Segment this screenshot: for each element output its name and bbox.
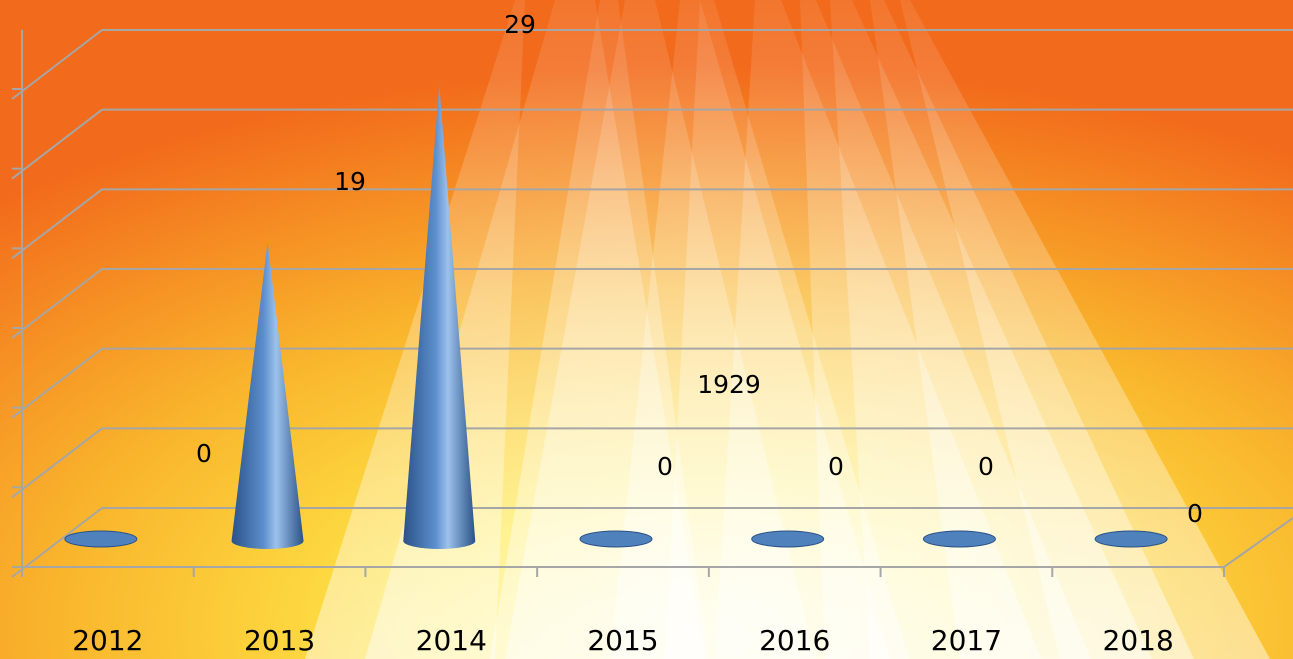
- bar-base: [64, 530, 138, 548]
- x-tick-label: 2017: [931, 624, 1002, 657]
- gridline-side: [11, 268, 103, 339]
- x-tick-label: 2016: [759, 624, 830, 657]
- bar-cone: [403, 85, 476, 549]
- gridline-side: [11, 427, 103, 499]
- data-label: 0: [978, 452, 994, 481]
- axes: [12, 30, 1293, 577]
- data-label: 19: [334, 167, 366, 196]
- gridline-side: [11, 347, 103, 419]
- x-tick-label: 2018: [1103, 624, 1174, 657]
- x-tick-label: 2014: [416, 624, 487, 657]
- data-label: 0: [657, 452, 673, 481]
- floor-edge: [1223, 517, 1293, 568]
- bar-base: [922, 530, 996, 548]
- annotation-label: 1929: [697, 370, 761, 399]
- x-tick-labels: 2012 2013 2014 2015 2016 2017 2018: [72, 624, 1174, 657]
- bar-base: [1094, 530, 1168, 548]
- gridline-side: [11, 29, 103, 100]
- data-label: 0: [828, 452, 844, 481]
- bar-base: [579, 530, 653, 548]
- gridlines: [11, 29, 1293, 578]
- light-ray: [900, 0, 1270, 659]
- gridline-side: [11, 108, 103, 180]
- gridline-side: [11, 188, 103, 260]
- data-label: 0: [1187, 499, 1203, 528]
- background-rays: [305, 0, 1270, 659]
- data-label: 0: [196, 439, 212, 468]
- x-tick-label: 2012: [72, 624, 143, 657]
- bar-base: [751, 530, 825, 548]
- bar-cone: [231, 242, 304, 549]
- x-tick-label: 2013: [244, 624, 315, 657]
- data-label: 29: [504, 10, 536, 39]
- gridline-side: [11, 507, 103, 578]
- x-tick-label: 2015: [587, 624, 658, 657]
- bars: [64, 85, 1168, 549]
